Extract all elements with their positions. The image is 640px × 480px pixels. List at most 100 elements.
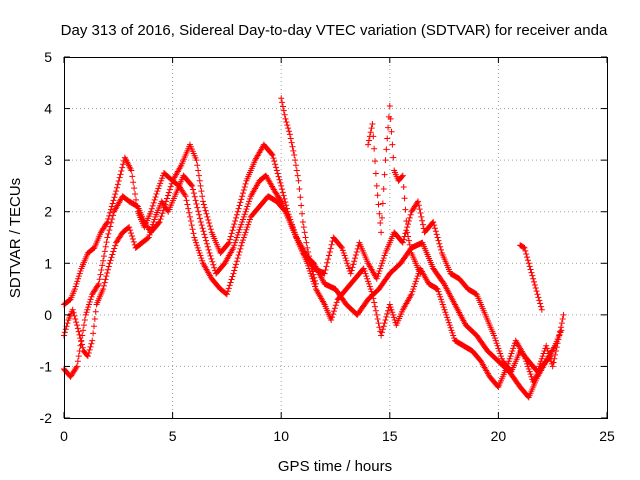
data-point [74,278,81,285]
data-point [368,125,375,132]
data-point [237,199,244,206]
data-point [412,278,419,285]
data-point [378,214,385,221]
data-point [416,206,423,213]
data-point [105,215,112,222]
data-point [233,214,240,221]
data-point [82,311,89,318]
data-point [529,272,536,279]
data-point [349,264,356,271]
data-point [235,205,242,212]
data-point [129,235,136,242]
x-tick-label: 0 [60,428,68,444]
data-point [312,283,319,290]
data-point [164,195,171,202]
data-point [378,332,385,339]
data-point [127,227,134,234]
data-point [524,257,531,264]
data-point [71,286,78,293]
data-point [388,128,395,135]
data-point [339,247,346,254]
data-point [85,301,92,308]
data-point [404,224,411,231]
data-point [367,286,374,293]
data-point [199,225,206,232]
data-point [449,329,456,336]
data-point [404,229,411,236]
data-point [94,282,101,289]
data-point [351,258,358,265]
data-point [506,355,513,362]
data-point [234,208,241,215]
data-point [233,237,240,244]
data-point [347,270,354,277]
data-point [340,249,347,256]
data-point [246,198,253,205]
data-point [494,342,501,349]
data-point [373,275,380,282]
data-point [72,315,79,322]
data-point [75,273,82,280]
data-point [411,283,418,290]
data-point [411,280,418,287]
data-point [330,308,337,315]
data-point [413,275,420,282]
data-point [438,298,445,305]
data-point [521,244,528,251]
data-point [102,243,109,250]
data-point [405,237,412,244]
data-point [83,309,90,316]
data-point [208,255,215,262]
data-point [189,226,196,233]
data-point [100,286,107,293]
data-point [327,245,334,252]
data-point [153,191,160,198]
data-point [246,219,253,226]
data-point [342,255,349,262]
data-point [190,186,197,193]
data-point [268,150,275,157]
x-tick-label: 5 [169,428,177,444]
data-point [372,303,379,310]
data-point [523,251,530,258]
data-point [279,186,286,193]
data-point [112,191,119,198]
data-point [101,248,108,255]
data-point [87,296,94,303]
data-point [406,214,413,221]
data-point [399,172,406,179]
data-point [110,197,117,204]
data-point [438,246,445,253]
data-point [284,122,291,129]
data-point [108,254,115,261]
data-point [203,237,210,244]
data-point [275,173,282,180]
data-point [205,246,212,253]
data-point [271,158,278,165]
data-point [74,358,81,365]
x-tick-label: 20 [491,428,507,444]
data-point [102,276,109,283]
data-point [329,314,336,321]
data-point [165,189,172,196]
data-point [557,328,564,335]
data-point [385,307,392,314]
data-point [132,191,139,198]
data-point [333,299,340,306]
data-point [381,252,388,259]
data-point [73,319,80,326]
data-point [552,351,559,358]
data-point [88,340,95,347]
data-point [86,346,93,353]
data-point [149,221,156,228]
data-point [431,222,438,229]
data-point [236,248,243,255]
data-point [198,222,205,229]
data-point [231,221,238,228]
data-point [237,224,244,231]
series-track-d [278,95,319,287]
data-point [230,224,237,231]
y-tick-label: 5 [44,49,52,65]
data-point [182,193,189,200]
data-point [110,248,117,255]
